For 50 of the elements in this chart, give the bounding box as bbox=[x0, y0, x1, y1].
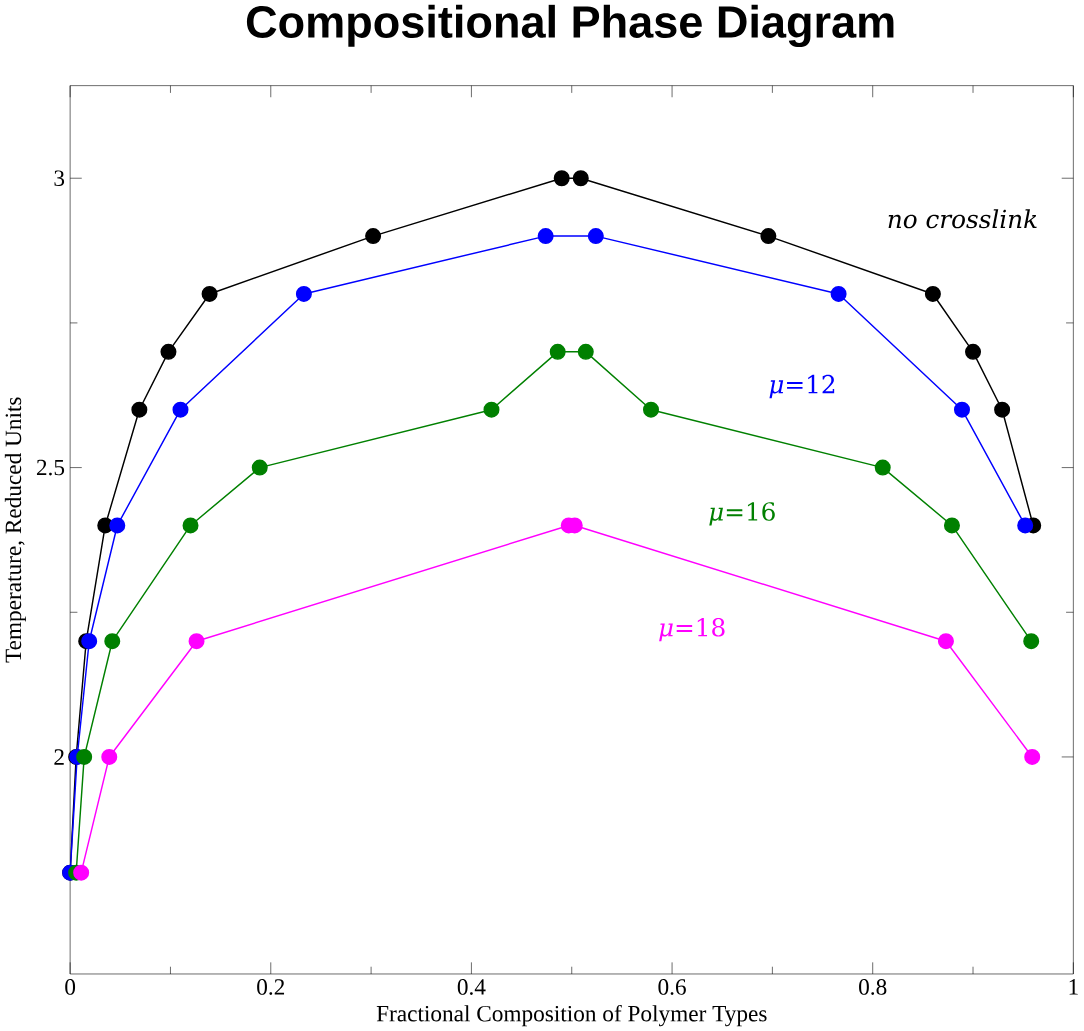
point bbox=[760, 228, 777, 245]
point bbox=[943, 517, 960, 534]
point bbox=[188, 633, 205, 650]
point bbox=[295, 285, 312, 302]
point bbox=[109, 517, 126, 534]
point bbox=[1017, 517, 1034, 534]
point bbox=[160, 343, 177, 360]
x-axis-title: Fractional Composition of Polymer Types bbox=[376, 1004, 767, 1027]
point bbox=[365, 228, 382, 245]
point bbox=[201, 285, 218, 302]
y-tick-label: 2.5 bbox=[36, 459, 65, 476]
y-axis-title: Temperature, Reduced Units bbox=[4, 397, 26, 663]
point bbox=[643, 401, 659, 418]
x-tick-label: 1 bbox=[1069, 979, 1078, 995]
point bbox=[483, 401, 500, 418]
x-tick-label: 0.2 bbox=[257, 979, 285, 995]
point bbox=[572, 170, 589, 187]
point bbox=[577, 343, 594, 360]
point bbox=[874, 459, 891, 476]
point bbox=[937, 633, 954, 650]
series-label: μ=18 bbox=[659, 617, 725, 642]
y-tick-label: 2 bbox=[54, 749, 64, 765]
point bbox=[182, 517, 199, 534]
point bbox=[172, 401, 189, 418]
point bbox=[994, 401, 1011, 418]
text: μ=16 bbox=[709, 502, 775, 526]
point bbox=[104, 633, 121, 650]
point bbox=[953, 401, 970, 418]
point bbox=[131, 401, 148, 418]
y-tick-label: 3 bbox=[54, 170, 65, 186]
point bbox=[1024, 748, 1041, 765]
point bbox=[553, 170, 570, 187]
point bbox=[76, 748, 93, 765]
point bbox=[101, 748, 118, 765]
point bbox=[251, 459, 268, 476]
chart-title: Compositional Phase Diagram bbox=[246, 4, 894, 47]
point bbox=[587, 228, 604, 245]
x-tick-label: 0.4 bbox=[457, 979, 486, 995]
point bbox=[549, 343, 566, 360]
point bbox=[537, 228, 554, 245]
x-tick-label: 0.8 bbox=[859, 979, 887, 995]
point bbox=[965, 343, 982, 360]
x-tick-label: 0.6 bbox=[658, 979, 686, 995]
text: μ=12 bbox=[769, 374, 835, 399]
point bbox=[1023, 633, 1040, 650]
point bbox=[830, 285, 847, 302]
point bbox=[924, 285, 941, 302]
series-label: no crosslink bbox=[888, 209, 1037, 229]
point bbox=[73, 864, 90, 881]
x-tick-label: 0 bbox=[65, 979, 76, 995]
